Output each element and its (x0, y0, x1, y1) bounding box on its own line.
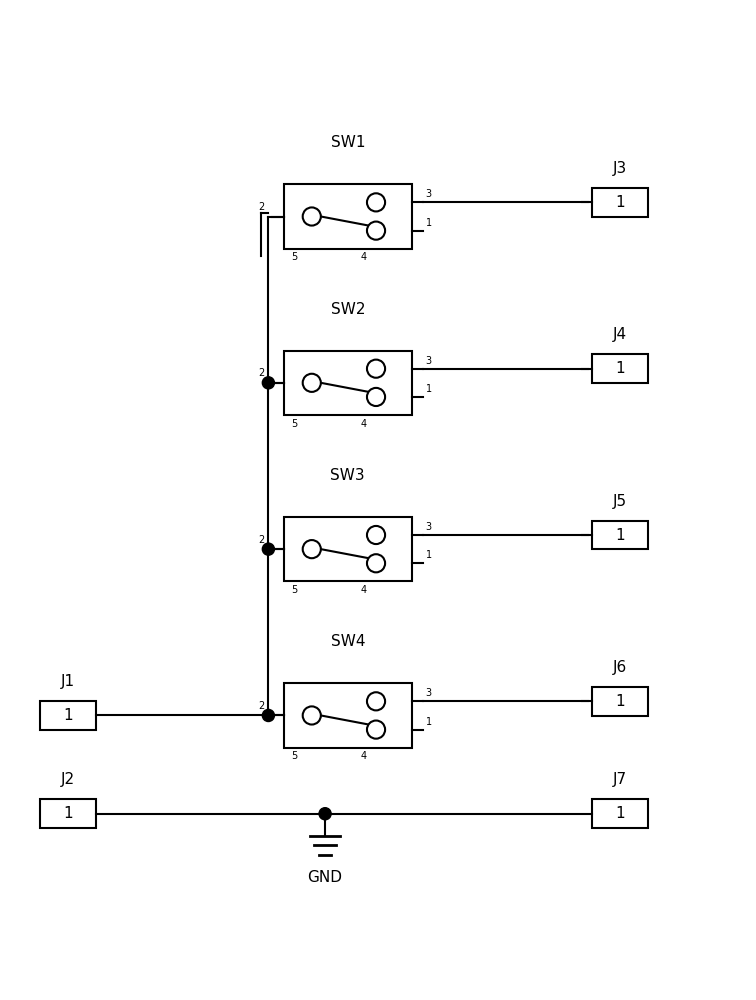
Text: 4: 4 (361, 419, 367, 429)
FancyBboxPatch shape (591, 687, 648, 716)
Circle shape (367, 692, 385, 710)
Text: J7: J7 (613, 772, 627, 787)
Text: 1: 1 (615, 195, 624, 210)
FancyBboxPatch shape (591, 521, 648, 549)
FancyBboxPatch shape (284, 184, 412, 249)
Text: 5: 5 (291, 751, 297, 761)
FancyBboxPatch shape (591, 799, 648, 828)
Text: 1: 1 (615, 361, 624, 376)
Circle shape (367, 360, 385, 378)
Text: SW1: SW1 (330, 135, 365, 150)
Circle shape (262, 543, 274, 555)
Circle shape (367, 554, 385, 572)
Text: 1: 1 (426, 550, 432, 560)
Circle shape (302, 706, 321, 725)
Circle shape (302, 374, 321, 392)
Text: 4: 4 (361, 751, 367, 761)
Circle shape (302, 207, 321, 226)
Text: 1: 1 (615, 528, 624, 543)
Circle shape (367, 193, 385, 211)
Circle shape (367, 388, 385, 406)
Text: 3: 3 (426, 189, 432, 199)
FancyBboxPatch shape (39, 701, 97, 730)
FancyBboxPatch shape (284, 683, 412, 748)
Text: 2: 2 (259, 368, 265, 378)
Text: 3: 3 (426, 688, 432, 698)
Text: J1: J1 (61, 674, 75, 689)
Text: 3: 3 (426, 522, 432, 532)
Text: SW4: SW4 (330, 634, 365, 649)
Circle shape (302, 540, 321, 558)
Circle shape (262, 377, 274, 389)
FancyBboxPatch shape (39, 799, 97, 828)
Text: GND: GND (308, 870, 342, 885)
FancyBboxPatch shape (284, 351, 412, 415)
Text: 1: 1 (615, 806, 624, 821)
Text: 1: 1 (64, 708, 73, 723)
Text: J5: J5 (613, 494, 627, 509)
FancyBboxPatch shape (591, 354, 648, 383)
Circle shape (367, 222, 385, 240)
Circle shape (319, 808, 331, 820)
Text: 4: 4 (361, 252, 367, 262)
Text: 1: 1 (426, 384, 432, 394)
Text: 2: 2 (259, 535, 265, 545)
Text: 4: 4 (361, 585, 367, 595)
Text: 2: 2 (259, 701, 265, 711)
Text: J6: J6 (613, 660, 627, 675)
Text: 1: 1 (426, 218, 432, 228)
Text: SW3: SW3 (330, 468, 365, 483)
Text: 5: 5 (291, 585, 297, 595)
Text: J3: J3 (613, 161, 627, 176)
Circle shape (262, 709, 274, 722)
Text: 1: 1 (426, 717, 432, 727)
Circle shape (367, 526, 385, 544)
Text: J4: J4 (613, 327, 627, 342)
FancyBboxPatch shape (591, 188, 648, 217)
Text: 5: 5 (291, 252, 297, 262)
Text: 1: 1 (64, 806, 73, 821)
Text: 1: 1 (615, 694, 624, 709)
Text: SW2: SW2 (330, 302, 365, 317)
Text: 5: 5 (291, 419, 297, 429)
Text: 2: 2 (259, 202, 265, 212)
Text: 3: 3 (426, 356, 432, 366)
Circle shape (367, 721, 385, 739)
FancyBboxPatch shape (284, 517, 412, 581)
Text: J2: J2 (61, 772, 75, 787)
